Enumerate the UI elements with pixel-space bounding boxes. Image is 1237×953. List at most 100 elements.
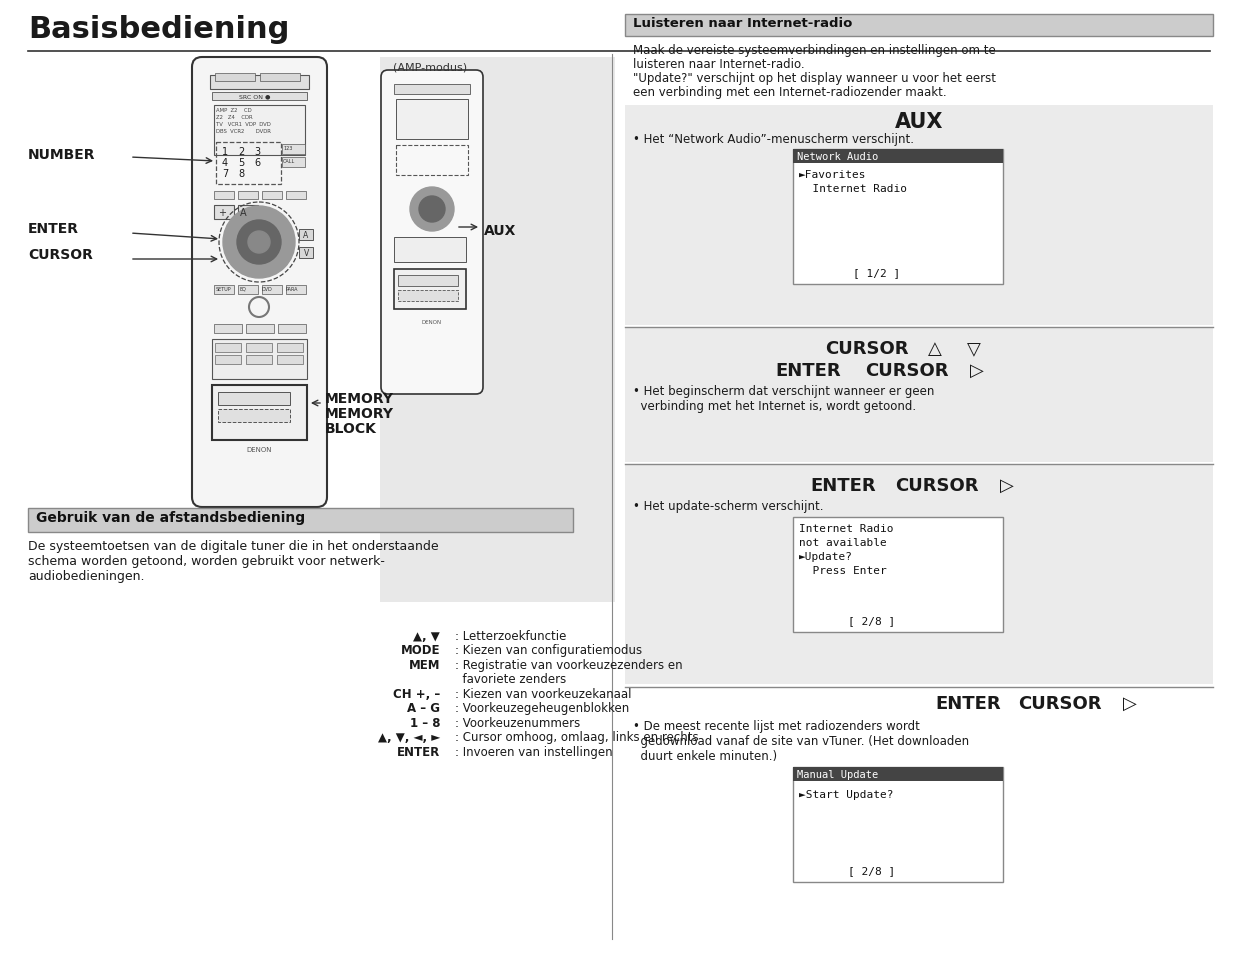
Bar xyxy=(212,386,307,440)
Bar xyxy=(262,286,282,294)
Bar xyxy=(282,158,306,168)
Text: △: △ xyxy=(928,339,941,357)
FancyBboxPatch shape xyxy=(192,58,327,507)
Text: : Letterzoekfunctie: : Letterzoekfunctie xyxy=(455,629,567,642)
Text: ►Start Update?: ►Start Update? xyxy=(799,789,893,800)
Text: AUX: AUX xyxy=(894,112,944,132)
Text: ▷: ▷ xyxy=(970,361,983,379)
Text: De systeemtoetsen van de digitale tuner die in het onderstaande: De systeemtoetsen van de digitale tuner … xyxy=(28,539,439,553)
Text: 2: 2 xyxy=(238,147,244,157)
Bar xyxy=(286,192,306,200)
Text: ►Update?: ►Update? xyxy=(799,552,854,561)
Text: NUMBER: NUMBER xyxy=(28,148,95,162)
Text: Z2   Z4    CDR: Z2 Z4 CDR xyxy=(216,115,252,120)
Text: 3: 3 xyxy=(254,147,260,157)
Bar xyxy=(299,248,313,258)
Text: : Registratie van voorkeuzezenders en: : Registratie van voorkeuzezenders en xyxy=(455,659,683,671)
Text: MEMORY: MEMORY xyxy=(325,392,395,406)
Circle shape xyxy=(247,232,270,253)
Bar xyxy=(793,150,1003,285)
Text: : Kiezen van configuratiemodus: : Kiezen van configuratiemodus xyxy=(455,644,642,657)
Bar xyxy=(793,767,1003,781)
Bar xyxy=(246,325,275,334)
Bar xyxy=(214,206,234,220)
Text: DENON: DENON xyxy=(422,319,442,325)
Text: MODE: MODE xyxy=(401,644,440,657)
Bar xyxy=(625,15,1213,37)
Bar xyxy=(212,92,307,101)
Text: A – G: A – G xyxy=(407,701,440,715)
Text: CALL: CALL xyxy=(283,159,296,164)
Circle shape xyxy=(419,196,445,223)
Text: 6: 6 xyxy=(254,158,260,168)
Bar xyxy=(214,286,234,294)
Text: verbinding met het Internet is, wordt getoond.: verbinding met het Internet is, wordt ge… xyxy=(633,399,917,413)
Text: Internet Radio: Internet Radio xyxy=(799,523,893,534)
Text: ►Favorites: ►Favorites xyxy=(799,170,866,180)
Text: PARA: PARA xyxy=(285,287,298,292)
Text: ENTER: ENTER xyxy=(935,695,1001,712)
Bar xyxy=(246,344,272,353)
Text: 8: 8 xyxy=(238,169,244,179)
Bar xyxy=(396,146,468,175)
Text: favoriete zenders: favoriete zenders xyxy=(455,673,567,686)
Text: V: V xyxy=(304,249,309,257)
Bar xyxy=(216,143,281,185)
Text: 1: 1 xyxy=(221,147,228,157)
Text: ▲, ▼, ◄, ►: ▲, ▼, ◄, ► xyxy=(377,731,440,743)
Bar xyxy=(238,286,259,294)
Bar xyxy=(260,74,301,82)
Text: • Het “Network Audio”-menuscherm verschijnt.: • Het “Network Audio”-menuscherm verschi… xyxy=(633,132,914,146)
Text: : Cursor omhoog, omlaag, links en rechts: : Cursor omhoog, omlaag, links en rechts xyxy=(455,731,699,743)
Text: CURSOR: CURSOR xyxy=(825,339,908,357)
Text: ▲, ▼: ▲, ▼ xyxy=(413,629,440,642)
Bar xyxy=(215,344,241,353)
Text: MEMORY: MEMORY xyxy=(325,407,395,420)
Bar xyxy=(246,355,272,365)
Text: Maak de vereiste systeemverbindingen en instellingen om te: Maak de vereiste systeemverbindingen en … xyxy=(633,44,996,57)
Text: 5: 5 xyxy=(238,158,244,168)
Bar xyxy=(398,275,458,287)
Text: EQ: EQ xyxy=(240,287,247,292)
Circle shape xyxy=(223,207,294,278)
Bar xyxy=(238,192,259,200)
Text: : Invoeren van instellingen: : Invoeren van instellingen xyxy=(455,745,612,759)
Text: DENON: DENON xyxy=(246,447,272,453)
Text: 1 – 8: 1 – 8 xyxy=(409,717,440,729)
Text: A: A xyxy=(303,231,308,240)
Bar xyxy=(282,145,306,154)
Bar xyxy=(793,517,1003,633)
Text: • Het beginscherm dat verschijnt wanneer er geen: • Het beginscherm dat verschijnt wanneer… xyxy=(633,385,934,397)
Text: • De meest recente lijst met radiozenders wordt: • De meest recente lijst met radiozender… xyxy=(633,720,920,732)
Text: : Voorkeuzegeheugenblokken: : Voorkeuzegeheugenblokken xyxy=(455,701,630,715)
Circle shape xyxy=(409,188,454,232)
Text: SRC ON ●: SRC ON ● xyxy=(239,94,271,99)
Bar xyxy=(380,58,615,602)
Text: ▷: ▷ xyxy=(999,476,1014,495)
Bar xyxy=(262,192,282,200)
Bar xyxy=(215,74,255,82)
Text: ENTER: ENTER xyxy=(397,745,440,759)
Text: BLOCK: BLOCK xyxy=(325,421,377,436)
Text: [ 2/8 ]: [ 2/8 ] xyxy=(849,865,896,875)
Text: +: + xyxy=(218,208,226,218)
Bar xyxy=(214,106,306,156)
Text: AUX: AUX xyxy=(484,224,516,237)
Bar xyxy=(395,270,466,310)
Text: Network Audio: Network Audio xyxy=(797,152,878,162)
Text: Gebruik van de afstandsbediening: Gebruik van de afstandsbediening xyxy=(36,511,306,524)
Text: Basisbediening: Basisbediening xyxy=(28,15,289,44)
Text: SETUP: SETUP xyxy=(216,287,231,292)
Text: DBS  VCR2       DVDR: DBS VCR2 DVDR xyxy=(216,129,271,133)
Text: ENTER: ENTER xyxy=(776,361,841,379)
Bar xyxy=(218,393,289,406)
Text: ENTER: ENTER xyxy=(251,238,267,243)
Bar xyxy=(28,509,573,533)
Circle shape xyxy=(238,221,281,265)
Text: TV   VCR1  VDP  DVD: TV VCR1 VDP DVD xyxy=(216,122,271,127)
Bar xyxy=(395,237,466,263)
Bar xyxy=(396,100,468,140)
Bar xyxy=(215,355,241,365)
Text: ENTER: ENTER xyxy=(810,476,876,495)
Bar xyxy=(398,291,458,302)
